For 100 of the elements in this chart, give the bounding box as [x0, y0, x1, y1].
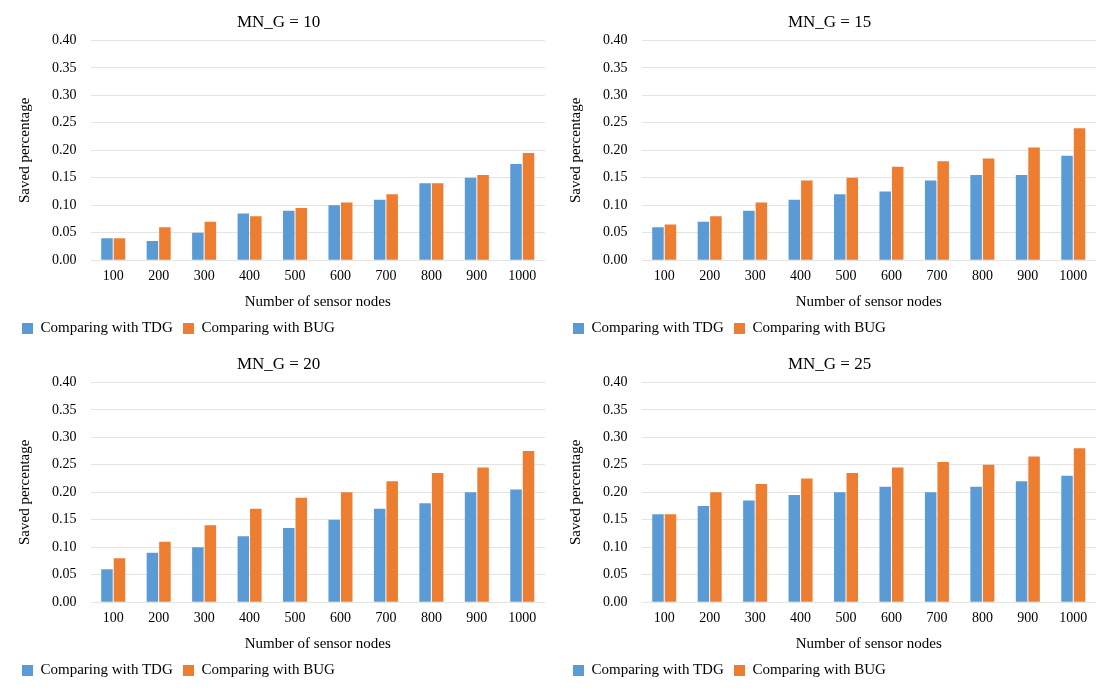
y-tick-label: 0.00: [603, 251, 628, 267]
bar: [937, 462, 949, 602]
bar: [788, 495, 801, 602]
bar: [970, 175, 982, 260]
bar: [652, 227, 664, 260]
y-tick-label: 0.30: [52, 87, 77, 103]
bar: [431, 473, 444, 602]
bar: [1073, 128, 1086, 260]
bar: [159, 541, 171, 602]
chart-title: MN_G = 15: [787, 11, 872, 31]
bar: [477, 467, 489, 602]
x-tick-label: 600: [880, 268, 902, 284]
bar: [522, 153, 535, 260]
y-tick-label: 0.30: [603, 429, 628, 445]
y-tick-label: 0.40: [603, 374, 628, 390]
x-tick-label: 100: [102, 268, 124, 284]
bar: [431, 183, 444, 260]
y-tick-label: 0.15: [52, 169, 77, 185]
legend-label: Comparing with BUG: [201, 661, 335, 678]
legend-label: Comparing with BUG: [752, 661, 886, 678]
x-tick-label: 700: [926, 610, 948, 626]
bar: [891, 166, 904, 260]
bar: [755, 484, 768, 602]
y-tick-label: 0.05: [52, 566, 77, 582]
y-tick-label: 0.05: [603, 566, 628, 582]
bar: [340, 202, 353, 260]
bar: [419, 503, 431, 602]
bar: [340, 492, 353, 602]
bar: [204, 221, 217, 260]
bar: [652, 514, 664, 602]
legend-label: Comparing with BUG: [752, 319, 886, 336]
x-tick-label: 500: [835, 268, 857, 284]
x-tick-label: 300: [744, 610, 766, 626]
bar: [510, 489, 522, 602]
y-axis-title: Saved percentage: [566, 439, 583, 545]
bar: [924, 180, 937, 260]
bar: [834, 194, 846, 260]
y-tick-label: 0.40: [52, 32, 77, 48]
x-tick-label: 500: [284, 268, 306, 284]
x-axis-title: Number of sensor nodes: [244, 292, 392, 309]
y-axis-title: Saved percentage: [15, 439, 32, 545]
chart-title: MN_G = 25: [787, 353, 872, 373]
bar: [328, 519, 340, 602]
x-tick-label: 1000: [1059, 610, 1088, 626]
x-tick-label: 100: [653, 268, 675, 284]
x-tick-label: 400: [239, 268, 261, 284]
bar: [113, 558, 126, 602]
bar: [237, 213, 250, 260]
bar: [879, 486, 891, 602]
bar: [295, 497, 308, 602]
x-tick-label: 600: [880, 610, 902, 626]
bar: [328, 205, 340, 260]
x-axis-title: Number of sensor nodes: [244, 634, 392, 651]
y-tick-label: 0.05: [603, 224, 628, 240]
x-tick-label: 500: [835, 610, 857, 626]
x-tick-label: 900: [1017, 268, 1039, 284]
bar: [146, 552, 159, 602]
bar: [237, 536, 250, 602]
y-tick-label: 0.40: [52, 374, 77, 390]
bar: [192, 232, 204, 260]
x-tick-label: 800: [971, 268, 993, 284]
bar: [743, 210, 755, 260]
bar: [697, 506, 710, 602]
x-tick-label: 200: [148, 268, 170, 284]
chart-title: MN_G = 10: [236, 11, 321, 31]
bar: [192, 547, 204, 602]
bar: [743, 500, 755, 602]
bar: [1061, 475, 1073, 602]
bar: [464, 177, 477, 260]
bar: [283, 528, 295, 602]
bar: [664, 514, 677, 602]
y-tick-label: 0.10: [603, 538, 628, 554]
bar: [159, 227, 171, 260]
y-tick-label: 0.40: [603, 32, 628, 48]
bar: [477, 175, 489, 260]
x-tick-label: 300: [193, 610, 215, 626]
x-tick-label: 300: [193, 268, 215, 284]
y-tick-label: 0.20: [52, 141, 77, 157]
y-tick-label: 0.10: [52, 538, 77, 554]
y-tick-label: 0.25: [603, 456, 628, 472]
bar: [664, 224, 677, 260]
bar: [113, 238, 126, 260]
bar: [204, 525, 217, 602]
bar: [710, 216, 722, 260]
x-tick-label: 600: [329, 268, 351, 284]
y-tick-label: 0.35: [52, 59, 77, 75]
bar: [373, 508, 386, 602]
x-tick-label: 100: [102, 610, 124, 626]
bar: [1015, 175, 1028, 260]
bar: [755, 202, 768, 260]
y-axis-title: Saved percentage: [566, 97, 583, 203]
x-tick-label: 100: [653, 610, 675, 626]
y-tick-label: 0.20: [603, 141, 628, 157]
legend-label: Comparing with TDG: [591, 319, 724, 336]
bar: [891, 467, 904, 602]
y-tick-label: 0.15: [603, 511, 628, 527]
x-tick-label: 900: [1017, 610, 1039, 626]
x-tick-label: 800: [420, 610, 442, 626]
x-tick-label: 600: [329, 610, 351, 626]
x-tick-label: 700: [375, 610, 397, 626]
